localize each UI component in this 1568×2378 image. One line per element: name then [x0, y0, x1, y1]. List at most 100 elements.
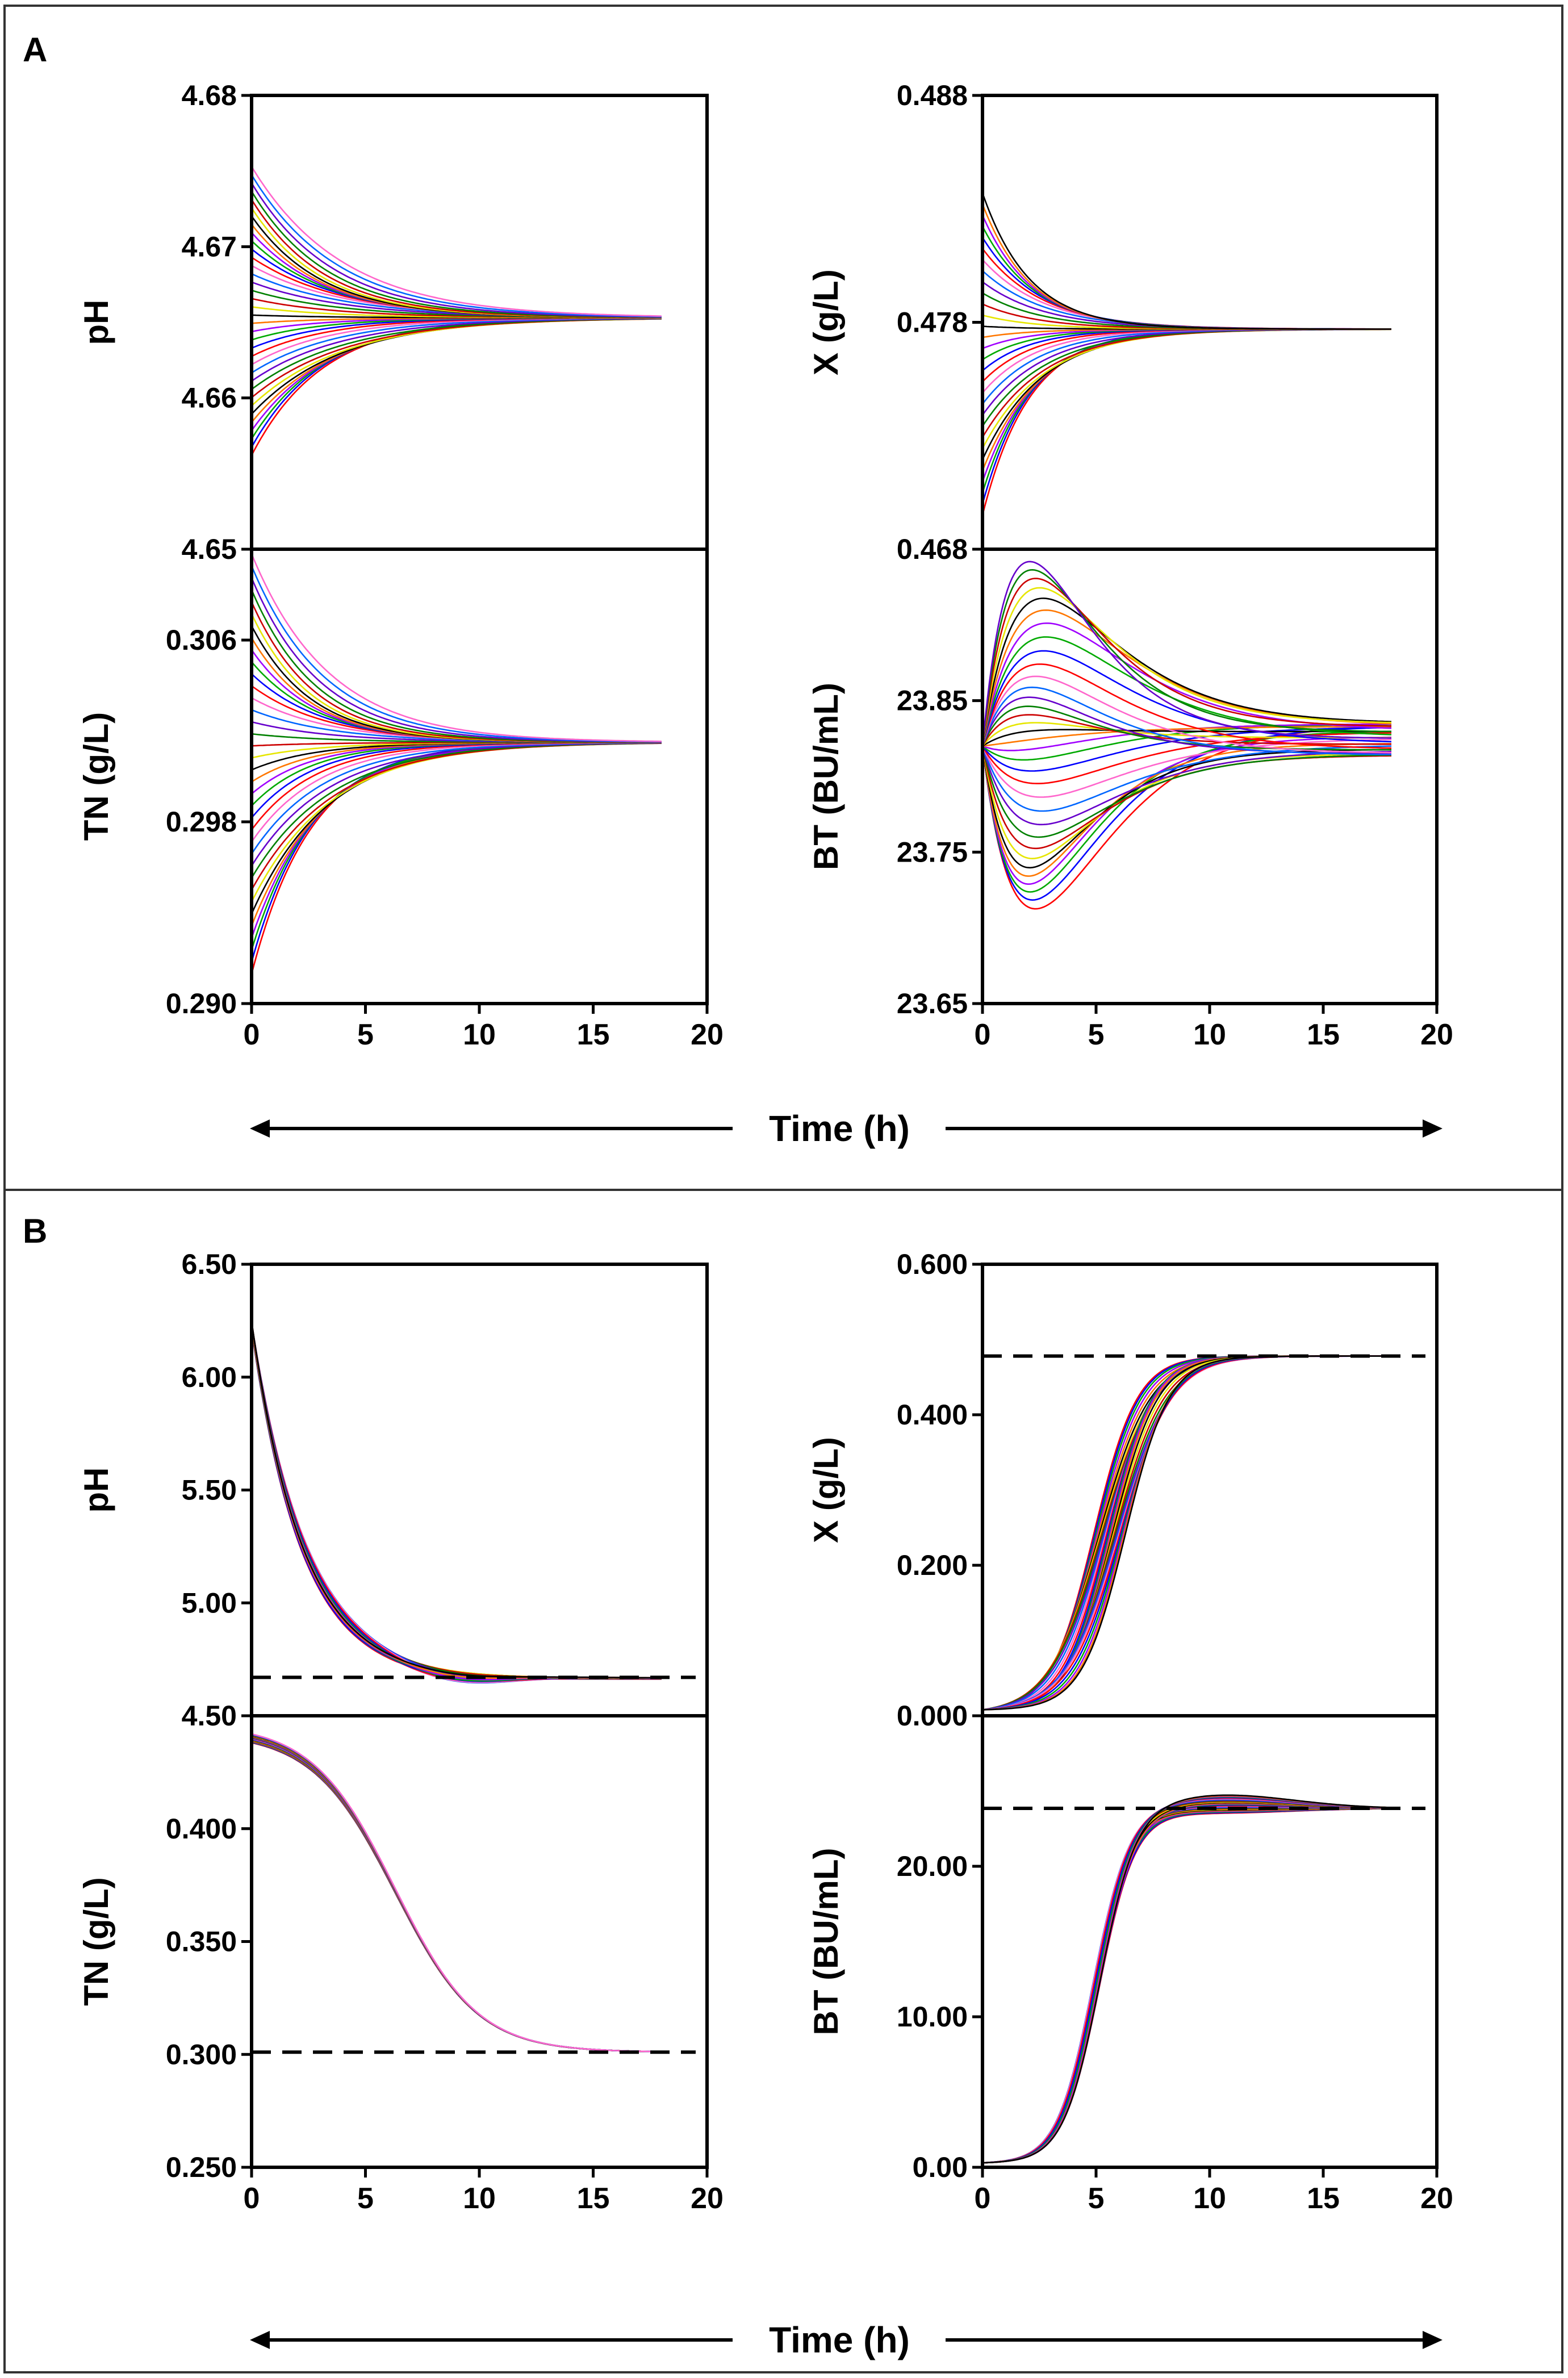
series-line — [982, 1355, 1391, 1711]
chart-a-4: 23.65 23.75 23.85 0 5 10 15 20 BT (BU/mL) — [807, 548, 1453, 1051]
x-tick-label: 10 — [1193, 1018, 1226, 1051]
series-line — [252, 318, 662, 415]
series-line — [252, 1735, 662, 2053]
series-line — [982, 328, 1391, 449]
series-line — [252, 1733, 662, 2053]
plot-frame — [981, 548, 1439, 1005]
y-axis-label: X (g/L) — [807, 269, 845, 375]
time-arrow-right-head — [1423, 1119, 1442, 1138]
series-line — [252, 613, 662, 743]
series-line — [982, 1355, 1391, 1711]
series-line — [252, 1736, 662, 2053]
series-line — [252, 1323, 662, 1679]
series-line — [982, 1355, 1391, 1711]
y-tick-label: 0.300 — [166, 2038, 237, 2070]
x-tick-label: 20 — [1420, 2182, 1453, 2215]
plot-frame — [250, 548, 709, 1005]
series-line — [982, 193, 1391, 330]
series-line — [252, 1737, 662, 2053]
series-line — [252, 1733, 662, 2053]
y-tick-label: 0.200 — [897, 1549, 968, 1581]
series-line — [252, 317, 662, 456]
y-tick-label: 4.67 — [182, 231, 237, 262]
panel-b-label: B — [23, 1212, 47, 1250]
x-tick-label: 5 — [357, 2182, 374, 2215]
series-line — [252, 1328, 662, 1680]
x-tick-label: 0 — [975, 1018, 991, 1051]
plot-frame — [981, 1263, 1439, 1717]
y-axis-label: X (g/L) — [807, 1437, 845, 1543]
series-group — [252, 1321, 662, 1684]
series-line — [982, 622, 1392, 746]
y-axis-label: pH — [77, 1468, 115, 1513]
series-line — [252, 742, 662, 951]
series-line — [982, 1800, 1392, 2164]
series-line — [982, 1355, 1391, 1711]
panel-a-label: A — [23, 31, 47, 69]
chart-b-3: 0.250 0.300 0.350 0.400 0 5 10 15 20 TN (g/L) — [77, 1714, 724, 2215]
series-line — [252, 661, 662, 743]
series-line — [252, 1322, 662, 1682]
series-line — [982, 1355, 1391, 1711]
y-tick-label: 6.50 — [182, 1248, 237, 1280]
series-line — [252, 553, 662, 742]
y-tick-label: 23.75 — [897, 836, 968, 868]
series-line — [982, 1802, 1392, 2164]
x-tick-label: 20 — [691, 2182, 724, 2215]
series-line — [252, 317, 662, 440]
series-line — [252, 1324, 662, 1679]
series-line — [982, 1802, 1391, 2164]
series-line — [982, 569, 1392, 746]
plot-frame — [250, 1263, 709, 1717]
series-line — [252, 1324, 662, 1679]
series-line — [982, 1355, 1391, 1711]
y-tick-label: 0.468 — [897, 533, 968, 565]
series-line — [982, 578, 1392, 746]
x-tick-label: 10 — [463, 2182, 496, 2215]
y-tick-label: 6.00 — [182, 1361, 237, 1393]
series-line — [252, 240, 662, 318]
series-line — [982, 1808, 1391, 2164]
series-group — [982, 561, 1392, 910]
series-line — [252, 1736, 662, 2053]
series-line — [252, 1742, 662, 2053]
series-line — [252, 1741, 662, 2053]
y-tick-label: 23.65 — [897, 988, 968, 1019]
series-line — [982, 203, 1391, 330]
y-tick-label: 0.600 — [897, 1248, 968, 1280]
y-tick-label: 4.65 — [182, 533, 237, 565]
time-arrow-left-head — [250, 1119, 270, 1138]
x-axis-label: Time (h) — [769, 1108, 910, 1149]
series-line — [982, 1806, 1391, 2164]
x-tick-label: 10 — [1193, 2182, 1226, 2215]
x-tick-label: 5 — [1088, 2182, 1105, 2215]
x-tick-label: 5 — [1088, 1018, 1105, 1051]
series-line — [982, 1800, 1392, 2164]
series-line — [982, 1355, 1391, 1711]
series-line — [252, 1323, 662, 1680]
series-line — [982, 732, 1392, 784]
time-arrow-left-head — [250, 2331, 270, 2349]
series-line — [252, 1328, 662, 1680]
series-line — [982, 1796, 1392, 2164]
y-tick-label: 0.290 — [166, 988, 237, 1019]
series-line — [982, 328, 1391, 516]
series-line — [982, 328, 1391, 482]
series-line — [252, 1324, 662, 1679]
plot-frame — [250, 1714, 709, 2169]
series-line — [252, 1327, 662, 1682]
series-line — [252, 1738, 662, 2053]
y-tick-label: 0.00 — [913, 2151, 968, 2183]
series-group — [252, 553, 662, 975]
series-line — [982, 1355, 1391, 1711]
series-line — [252, 318, 662, 407]
series-line — [252, 565, 662, 743]
series-line — [982, 746, 1392, 869]
y-tick-label: 0.250 — [166, 2151, 237, 2183]
chart-a-3: 0.290 0.298 0.306 0 5 10 15 20 TN (g/L) — [77, 548, 724, 1051]
series-line — [252, 1322, 662, 1682]
series-line — [252, 1325, 662, 1679]
series-line — [252, 174, 662, 317]
series-line — [252, 1736, 662, 2053]
